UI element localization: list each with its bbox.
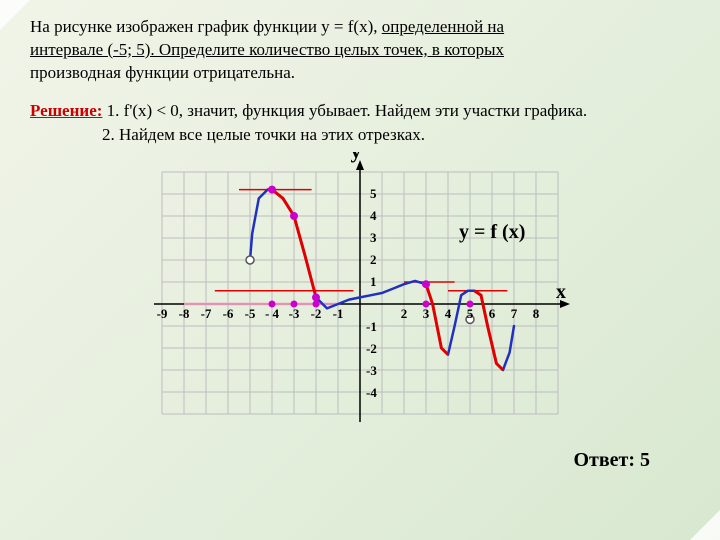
svg-text:5: 5 <box>370 186 377 201</box>
svg-text:4: 4 <box>445 306 452 321</box>
problem-text-1b: определенной на <box>382 17 504 36</box>
svg-text:-4: -4 <box>366 385 377 400</box>
svg-text:-2: -2 <box>366 341 377 356</box>
svg-text:-8: -8 <box>179 306 190 321</box>
solution-label: Решение: <box>30 101 102 120</box>
svg-text:-6: -6 <box>223 306 234 321</box>
svg-text:2: 2 <box>370 252 377 267</box>
svg-text:-9: -9 <box>157 306 168 321</box>
svg-text:3: 3 <box>370 230 377 245</box>
solution-block: Решение: 1. f'(x) < 0, значит, функция у… <box>30 99 690 147</box>
function-graph: -9-8-7-6-5- 4-3-2-1234567812345-1-2-3-4y… <box>132 152 588 434</box>
svg-text:y: y <box>351 152 362 163</box>
svg-text:-2: -2 <box>311 306 322 321</box>
solution-step-1: 1. f'(x) < 0, значит, функция убывает. Н… <box>107 101 588 120</box>
svg-text:5: 5 <box>467 306 474 321</box>
svg-text:2: 2 <box>401 306 408 321</box>
svg-text:7: 7 <box>511 306 518 321</box>
chart-container: -9-8-7-6-5- 4-3-2-1234567812345-1-2-3-4y… <box>30 152 690 439</box>
svg-text:- 4: - 4 <box>265 306 280 321</box>
svg-text:8: 8 <box>533 306 540 321</box>
problem-text-3: производная функции отрицательна. <box>30 63 295 82</box>
solution-step-2: 2. Найдем все целые точки на этих отрезк… <box>102 125 425 144</box>
svg-text:-1: -1 <box>333 306 344 321</box>
svg-text:y = f (x): y = f (x) <box>459 221 525 243</box>
problem-text-1a: На рисунке изображен график функции y = … <box>30 17 382 36</box>
svg-text:3: 3 <box>423 306 430 321</box>
svg-text:-5: -5 <box>245 306 256 321</box>
svg-text:x: x <box>556 281 566 303</box>
svg-text:4: 4 <box>370 208 377 223</box>
svg-text:-3: -3 <box>289 306 300 321</box>
svg-text:-3: -3 <box>366 363 377 378</box>
slide-corner-top-left <box>0 0 30 30</box>
svg-text:6: 6 <box>489 306 496 321</box>
svg-text:-7: -7 <box>201 306 212 321</box>
svg-text:1: 1 <box>370 274 377 289</box>
problem-text-2: интервале (-5; 5). Определите количество… <box>30 40 504 59</box>
answer-text: Ответ: 5 <box>30 449 690 472</box>
slide-corner-bottom-right <box>690 510 720 540</box>
slide-content: На рисунке изображен график функции y = … <box>0 0 720 488</box>
svg-text:-1: -1 <box>366 319 377 334</box>
problem-statement: На рисунке изображен график функции y = … <box>30 16 690 85</box>
